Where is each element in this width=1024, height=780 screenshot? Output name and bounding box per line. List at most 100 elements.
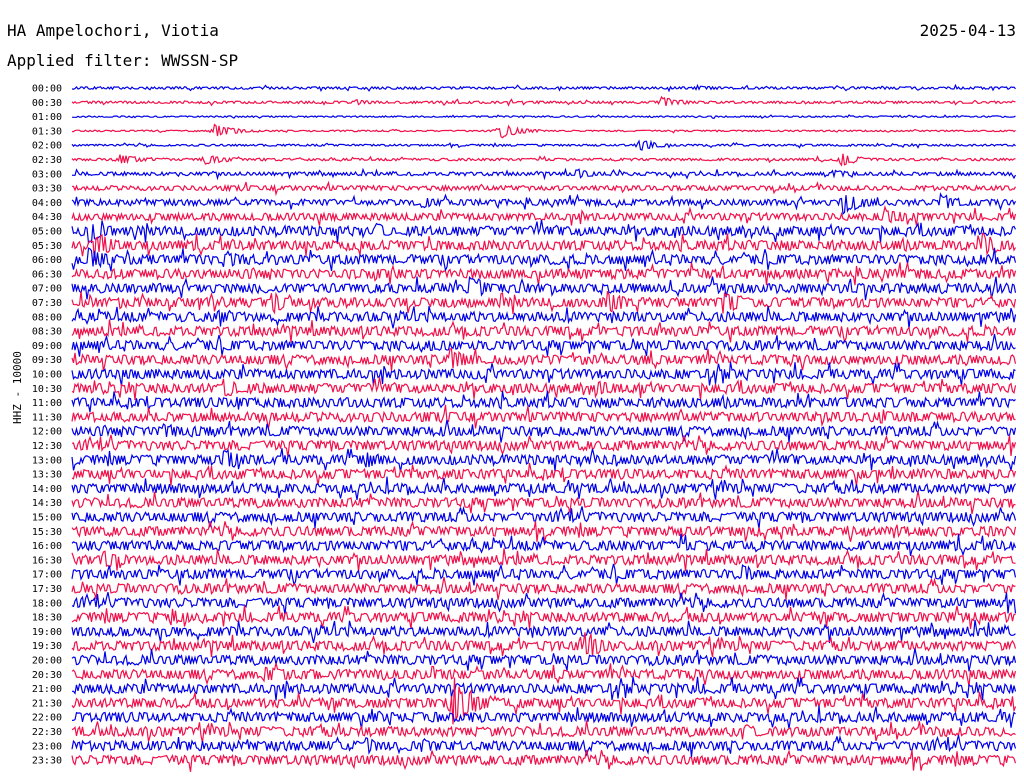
trace-row (71, 83, 1016, 93)
time-tick-label: 12:00 (32, 427, 62, 438)
station-title: HA Ampelochori, Viotia (7, 21, 219, 40)
time-tick-label: 21:00 (32, 684, 62, 695)
trace-row (71, 153, 1016, 167)
trace-row (71, 205, 1017, 226)
time-tick-label: 19:30 (32, 641, 62, 652)
time-tick-label: 05:30 (32, 241, 62, 252)
trace-row (71, 180, 1017, 197)
trace-row (71, 404, 1016, 429)
trace-row (71, 548, 1016, 572)
trace-row (71, 377, 1017, 401)
time-tick-label: 10:00 (32, 370, 62, 381)
time-tick-label: 11:00 (32, 398, 62, 409)
trace-row (71, 448, 1017, 472)
trace-row (71, 520, 1017, 542)
time-tick-label: 19:00 (32, 627, 62, 638)
trace-row (71, 305, 1017, 329)
time-tick-label: 04:30 (32, 212, 62, 223)
time-tick-label: 08:00 (32, 312, 62, 323)
trace-row (71, 563, 1017, 587)
trace-row (71, 434, 1017, 458)
time-tick-label: 07:30 (32, 298, 62, 309)
time-tick-label: 00:30 (32, 98, 62, 109)
time-tick-label: 17:30 (32, 584, 62, 595)
trace-row (71, 290, 1017, 315)
time-tick-label: 06:00 (32, 255, 62, 266)
time-tick-label: 15:00 (32, 513, 62, 524)
trace-row (71, 333, 1016, 357)
time-tick-label: 20:30 (32, 670, 62, 681)
trace-row (71, 533, 1017, 557)
time-tick-label: 09:00 (32, 341, 62, 352)
time-tick-label: 06:30 (32, 269, 62, 280)
trace-row (71, 192, 1017, 216)
trace-row (71, 219, 1017, 245)
time-tick-label: 02:00 (32, 141, 62, 152)
trace-row (71, 247, 1017, 273)
time-tick-label: 05:00 (32, 227, 62, 238)
time-tick-label: 20:00 (32, 656, 62, 667)
time-tick-label: 13:00 (32, 455, 62, 466)
time-tick-label: 01:30 (32, 126, 62, 137)
trace-row (71, 476, 1017, 501)
trace-row (71, 390, 1016, 413)
trace-row (71, 319, 1017, 344)
time-tick-label: 23:30 (32, 756, 62, 767)
time-tick-label: 12:30 (32, 441, 62, 452)
trace-row (71, 262, 1017, 286)
trace-row (71, 663, 1017, 687)
time-tick-label: 00:00 (32, 84, 62, 95)
trace-row (72, 676, 1017, 701)
time-tick-label: 14:00 (32, 484, 62, 495)
time-tick-label: 04:00 (32, 198, 62, 209)
time-tick-label: 18:00 (32, 598, 62, 609)
trace-row (71, 619, 1016, 644)
trace-row (71, 705, 1016, 730)
trace-row (71, 361, 1016, 387)
time-tick-label: 07:00 (32, 284, 62, 295)
time-tick-label: 10:30 (32, 384, 62, 395)
trace-row (71, 123, 1016, 139)
trace-row (71, 591, 1017, 615)
time-tick-label: 15:30 (32, 527, 62, 538)
time-tick-label: 14:30 (32, 498, 62, 509)
trace-row (71, 95, 1016, 107)
time-tick-label: 16:30 (32, 555, 62, 566)
trace-row (71, 749, 1017, 772)
time-tick-label: 08:30 (32, 327, 62, 338)
trace-row (71, 347, 1017, 372)
trace-row (71, 462, 1017, 487)
trace-row (71, 734, 1017, 758)
trace-row (71, 720, 1016, 743)
filter-label: Applied filter: WWSSN-SP (7, 51, 239, 70)
trace-row (71, 648, 1017, 672)
time-tick-label: 17:00 (32, 570, 62, 581)
trace-row (71, 232, 1017, 261)
time-tick-label: 21:30 (32, 698, 62, 709)
trace-row (71, 605, 1016, 630)
trace-row (71, 505, 1017, 529)
trace-row (71, 419, 1017, 443)
time-tick-label: 22:00 (32, 713, 62, 724)
time-tick-label: 16:00 (32, 541, 62, 552)
date-label: 2025-04-13 (919, 21, 1016, 40)
trace-row (71, 114, 1016, 119)
time-tick-label: 18:30 (32, 613, 62, 624)
time-tick-label: 02:30 (32, 155, 62, 166)
trace-row (71, 139, 1016, 151)
time-tick-label: 11:30 (32, 412, 62, 423)
time-tick-label: 22:30 (32, 727, 62, 738)
time-tick-label: 03:00 (32, 169, 62, 180)
trace-row (71, 576, 1016, 600)
time-tick-label: 01:00 (32, 112, 62, 123)
time-tick-label: 13:30 (32, 470, 62, 481)
trace-row (71, 167, 1017, 181)
time-tick-label: 23:00 (32, 741, 62, 752)
trace-row (71, 632, 1017, 658)
time-tick-label: 03:30 (32, 184, 62, 195)
trace-row (71, 491, 1016, 515)
time-tick-label: 09:30 (32, 355, 62, 366)
trace-row (71, 677, 1017, 725)
trace-row (71, 275, 1017, 301)
